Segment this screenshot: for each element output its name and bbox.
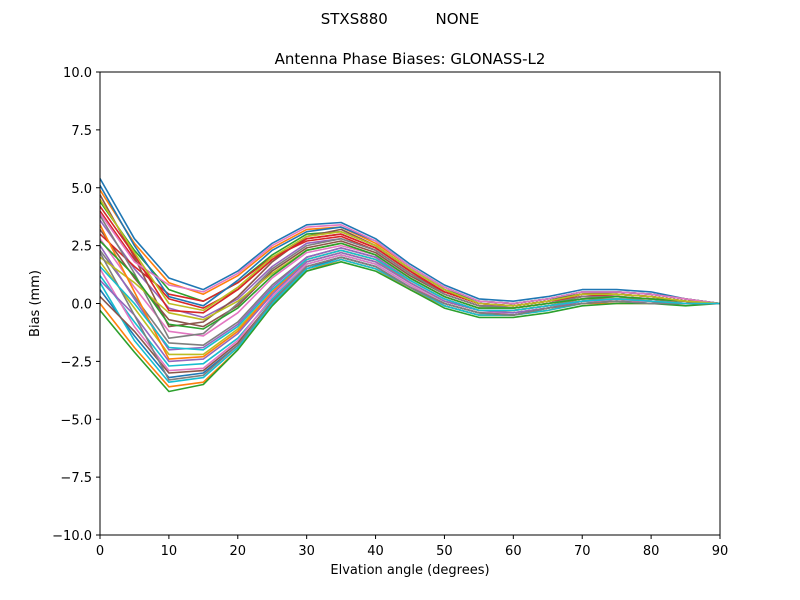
series-line-27 [99,212,721,305]
x-tick-label: 80 [643,544,660,559]
y-tick-label: 7.5 [71,124,92,139]
x-tick-label: 0 [96,544,104,559]
x-tick-label: 10 [161,544,178,559]
series-line-13 [99,260,721,393]
series-line-29 [99,198,721,312]
x-tick-label: 20 [230,544,247,559]
axes-layer: 0 10 20 30 40 50 60 70 80 90 −10.0 −7.5 −5.0 −2.5 0.0 2… [52,66,728,559]
figure-suptitle: STXS880 NONE [321,10,480,28]
y-tick-label: −5.0 [60,413,92,428]
series-layer [99,178,721,393]
x-tick-label: 70 [574,544,591,559]
series-line-1 [99,178,721,305]
y-tick-label: 5.0 [71,182,92,197]
x-tick-label: 50 [436,544,453,559]
series-line-23 [99,240,721,330]
y-tick-label: 10.0 [63,66,92,81]
x-tick-label: 40 [367,544,384,559]
y-tick-label: 0.0 [71,298,92,313]
x-tick-label: 60 [505,544,522,559]
x-tick-label: 90 [712,544,729,559]
y-tick-label: −7.5 [60,471,92,486]
y-tick-label: −10.0 [52,529,92,544]
x-tick-label: 30 [298,544,315,559]
chart-title: Antenna Phase Biases: GLONASS-L2 [275,50,546,68]
series-line-30 [99,249,720,351]
y-tick-label: 2.5 [71,240,92,255]
y-axis-label: Bias (mm) [28,270,43,337]
series-line-28 [99,252,720,381]
y-tick-label: −2.5 [60,355,92,370]
x-axis-label: Elvation angle (degrees) [330,563,489,578]
